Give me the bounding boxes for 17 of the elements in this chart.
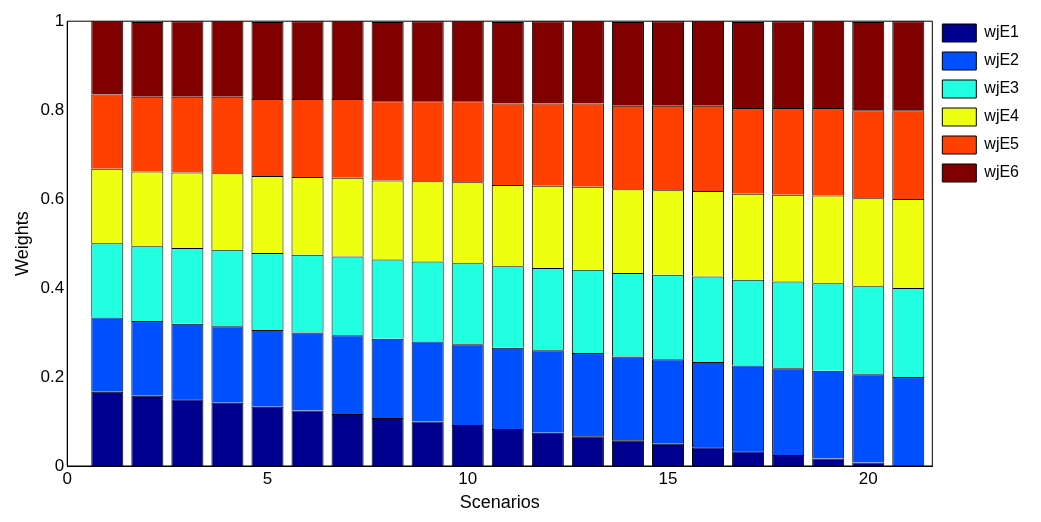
legend-label: wjE3 <box>983 79 1020 97</box>
y-tick-label: 0.4 <box>40 277 65 297</box>
x-tick-label: 10 <box>458 468 478 488</box>
legend-label: wjE6 <box>983 163 1020 181</box>
y-tick-label: 0.6 <box>40 188 65 208</box>
x-tick-label: 20 <box>858 468 878 488</box>
y-tick-label: 0.8 <box>40 99 65 119</box>
y-tick-label: 0.2 <box>40 366 65 386</box>
y-tick-label: 1 <box>54 10 65 30</box>
x-tick-label: 5 <box>262 468 273 488</box>
legend-label: wjE2 <box>983 51 1020 69</box>
x-axis-title: Scenarios <box>459 492 540 513</box>
legend-label: wjE1 <box>983 23 1020 41</box>
legend-label: wjE5 <box>983 135 1020 153</box>
legend-label: wjE4 <box>983 107 1020 125</box>
y-axis-title: Weights <box>11 211 32 276</box>
x-tick-label: 15 <box>658 468 678 488</box>
